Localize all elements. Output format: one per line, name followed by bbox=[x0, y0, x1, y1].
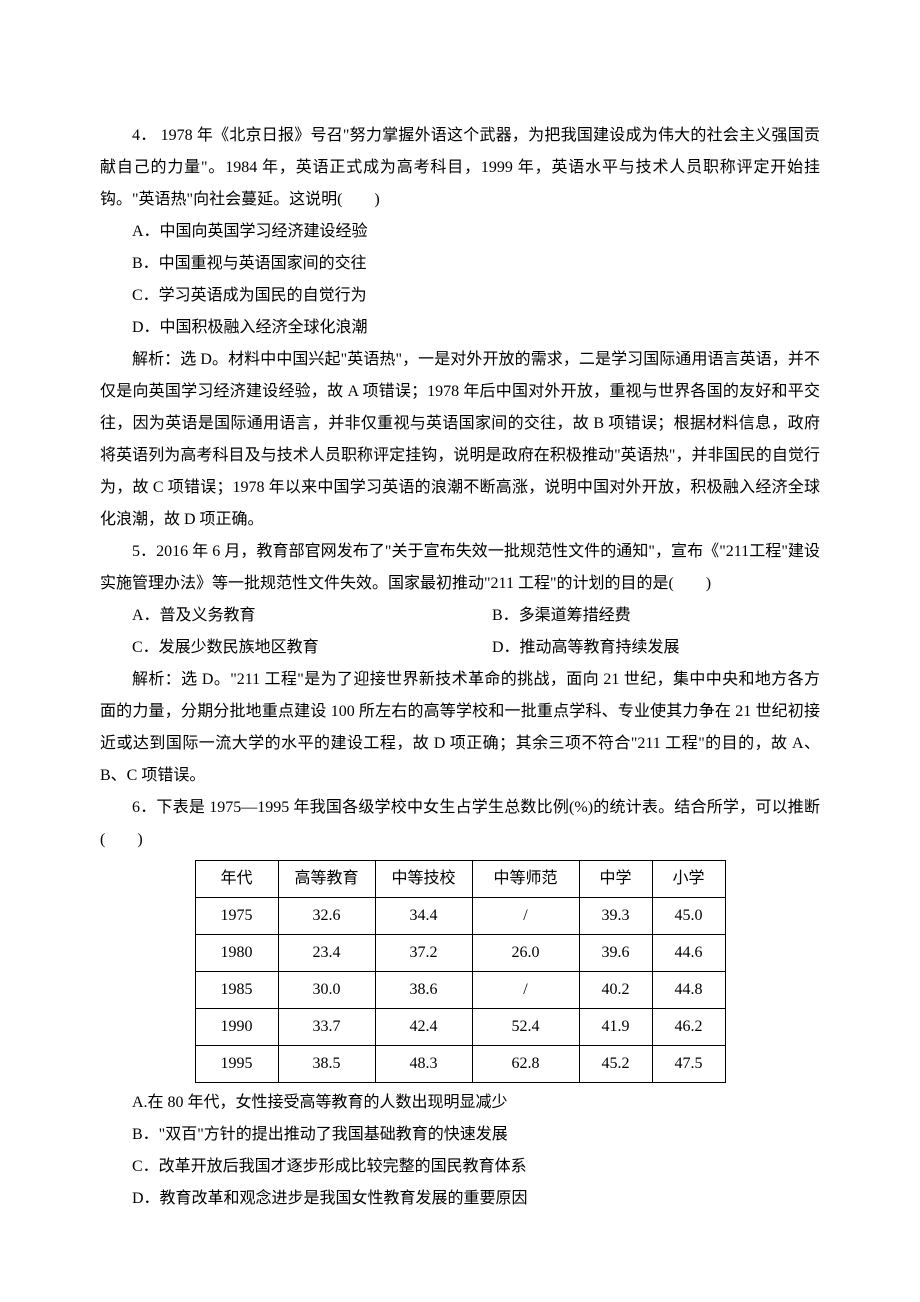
th-tech: 中等技校 bbox=[375, 861, 472, 898]
q6-stem-text: 6．下表是 1975—1995 年我国各级学校中女生占学生总数比例(%)的统计表… bbox=[100, 799, 820, 848]
q6-table: 年代 高等教育 中等技校 中等师范 中学 小学 1975 32.6 34.4 /… bbox=[195, 860, 726, 1083]
cell: 38.6 bbox=[375, 972, 472, 1009]
cell: 46.2 bbox=[652, 1009, 725, 1046]
cell: 52.4 bbox=[472, 1009, 579, 1046]
q5-option-b: B．多渠道筹措经费 bbox=[460, 600, 820, 632]
cell: 33.7 bbox=[278, 1009, 375, 1046]
cell: 45.2 bbox=[579, 1046, 652, 1083]
th-year: 年代 bbox=[195, 861, 278, 898]
table-row: 1985 30.0 38.6 / 40.2 44.8 bbox=[195, 972, 725, 1009]
cell: 47.5 bbox=[652, 1046, 725, 1083]
th-middle: 中学 bbox=[579, 861, 652, 898]
q5-stem: 5．2016 年 6 月，教育部官网发布了"关于宣布失效一批规范性文件的通知"，… bbox=[100, 536, 820, 600]
q6-option-b: B．"双百"方针的提出推动了我国基础教育的快速发展 bbox=[100, 1119, 820, 1151]
q5-option-a: A．普及义务教育 bbox=[100, 600, 460, 632]
cell: 42.4 bbox=[375, 1009, 472, 1046]
cell: 44.8 bbox=[652, 972, 725, 1009]
q6-option-d: D．教育改革和观念进步是我国女性教育发展的重要原因 bbox=[100, 1183, 820, 1215]
cell: 62.8 bbox=[472, 1046, 579, 1083]
table-row: 1980 23.4 37.2 26.0 39.6 44.6 bbox=[195, 935, 725, 972]
table-row: 1990 33.7 42.4 52.4 41.9 46.2 bbox=[195, 1009, 725, 1046]
table-row: 1995 38.5 48.3 62.8 45.2 47.5 bbox=[195, 1046, 725, 1083]
q5-answer: 解析：选 D。"211 工程"是为了迎接世界新技术革命的挑战，面向 21 世纪，… bbox=[100, 664, 820, 792]
cell: 48.3 bbox=[375, 1046, 472, 1083]
cell: / bbox=[472, 898, 579, 935]
cell: 44.6 bbox=[652, 935, 725, 972]
cell: 23.4 bbox=[278, 935, 375, 972]
q4-answer: 解析：选 D。材料中中国兴起"英语热"，一是对外开放的需求，二是学习国际通用语言… bbox=[100, 344, 820, 536]
cell: 1990 bbox=[195, 1009, 278, 1046]
cell: 39.3 bbox=[579, 898, 652, 935]
q6-option-a: A.在 80 年代，女性接受高等教育的人数出现明显减少 bbox=[100, 1087, 820, 1119]
cell: 1975 bbox=[195, 898, 278, 935]
q6-option-c: C．改革开放后我国才逐步形成比较完整的国民教育体系 bbox=[100, 1151, 820, 1183]
cell: 32.6 bbox=[278, 898, 375, 935]
table-header-row: 年代 高等教育 中等技校 中等师范 中学 小学 bbox=[195, 861, 725, 898]
page: 4． 1978 年《北京日报》号召"努力掌握外语这个武器，为把我国建设成为伟大的… bbox=[0, 0, 920, 1275]
cell: 30.0 bbox=[278, 972, 375, 1009]
cell: 38.5 bbox=[278, 1046, 375, 1083]
cell: 45.0 bbox=[652, 898, 725, 935]
cell: 1985 bbox=[195, 972, 278, 1009]
cell: 26.0 bbox=[472, 935, 579, 972]
q4-option-b: B．中国重视与英语国家间的交往 bbox=[100, 248, 820, 280]
cell: 1980 bbox=[195, 935, 278, 972]
th-normal: 中等师范 bbox=[472, 861, 579, 898]
cell: 34.4 bbox=[375, 898, 472, 935]
cell: 1995 bbox=[195, 1046, 278, 1083]
cell: 39.6 bbox=[579, 935, 652, 972]
q5-options-row-2: C．发展少数民族地区教育 D．推动高等教育持续发展 bbox=[100, 632, 820, 664]
q5-option-c: C．发展少数民族地区教育 bbox=[100, 632, 460, 664]
th-primary: 小学 bbox=[652, 861, 725, 898]
cell: 40.2 bbox=[579, 972, 652, 1009]
q6-stem-line1: 6．下表是 1975—1995 年我国各级学校中女生占学生总数比例(%)的统计表… bbox=[100, 792, 820, 856]
q4-stem: 4． 1978 年《北京日报》号召"努力掌握外语这个武器，为把我国建设成为伟大的… bbox=[100, 120, 820, 216]
cell: 37.2 bbox=[375, 935, 472, 972]
q4-option-d: D．中国积极融入经济全球化浪潮 bbox=[100, 312, 820, 344]
cell: 41.9 bbox=[579, 1009, 652, 1046]
cell: / bbox=[472, 972, 579, 1009]
q5-options-row-1: A．普及义务教育 B．多渠道筹措经费 bbox=[100, 600, 820, 632]
q5-option-d: D．推动高等教育持续发展 bbox=[460, 632, 820, 664]
th-higher: 高等教育 bbox=[278, 861, 375, 898]
q4-option-a: A．中国向英国学习经济建设经验 bbox=[100, 216, 820, 248]
q4-option-c: C．学习英语成为国民的自觉行为 bbox=[100, 280, 820, 312]
table-row: 1975 32.6 34.4 / 39.3 45.0 bbox=[195, 898, 725, 935]
